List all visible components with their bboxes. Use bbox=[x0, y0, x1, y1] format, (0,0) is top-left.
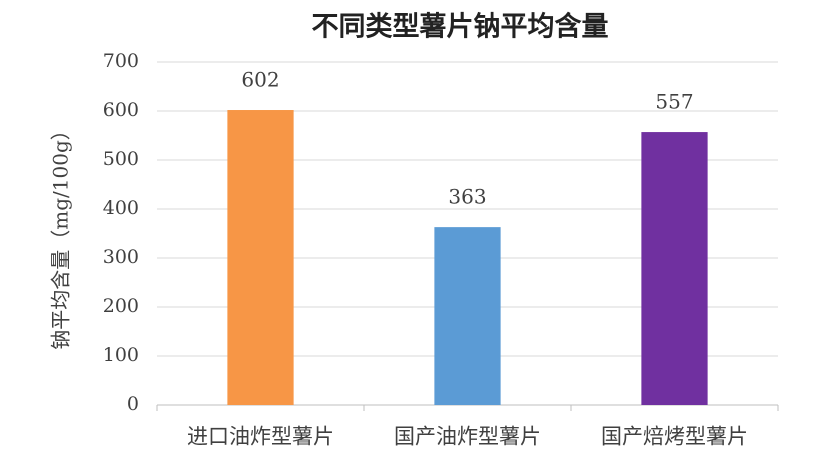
bar bbox=[434, 227, 501, 405]
y-tick-label: 100 bbox=[103, 344, 139, 366]
bar bbox=[227, 110, 294, 406]
y-axis-label: 钠平均含量（mg/100g） bbox=[49, 120, 73, 349]
chart-title: 不同类型薯片钠平均含量 bbox=[312, 11, 609, 43]
x-tick-label: 进口油炸型薯片 bbox=[187, 425, 334, 449]
y-tick-label: 400 bbox=[103, 197, 139, 219]
y-tick-label: 0 bbox=[127, 393, 139, 415]
y-tick-label: 200 bbox=[103, 295, 139, 317]
x-tick-label: 国产油炸型薯片 bbox=[394, 425, 541, 449]
value-label: 557 bbox=[655, 90, 693, 114]
y-tick-label: 300 bbox=[103, 246, 139, 268]
y-tick-label: 600 bbox=[103, 99, 139, 121]
value-label: 602 bbox=[241, 68, 279, 92]
value-label: 363 bbox=[448, 185, 486, 209]
bar bbox=[641, 132, 708, 405]
y-tick-label: 500 bbox=[103, 148, 139, 170]
x-tick-label: 国产焙烤型薯片 bbox=[601, 425, 748, 449]
y-tick-label: 700 bbox=[103, 50, 139, 72]
